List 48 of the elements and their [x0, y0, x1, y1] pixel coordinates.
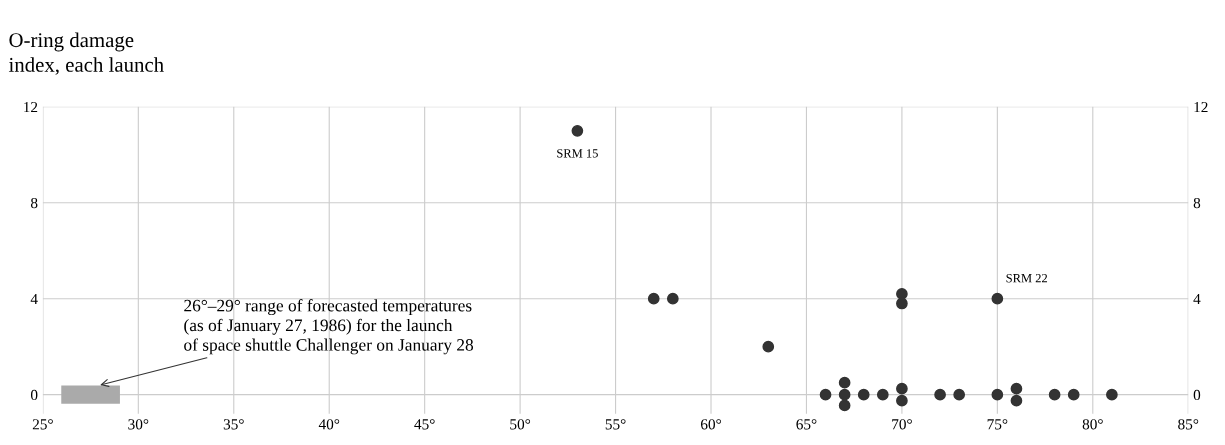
x-tick-label: 75° [987, 419, 1008, 430]
y-tick-label: 0 [30, 389, 38, 401]
point [991, 388, 1004, 401]
point [838, 376, 851, 389]
point [896, 288, 908, 300]
x-tick-label: 50° [510, 419, 531, 430]
point [1106, 388, 1118, 401]
x-tick-label: 45° [414, 419, 435, 430]
point [857, 388, 870, 401]
point [819, 388, 832, 401]
x-tick-label: 60° [700, 419, 721, 430]
y2-tick-label: 4 [1193, 293, 1201, 305]
annotation: SRM 15 [557, 149, 598, 158]
y2-tick-label: 0 [1193, 389, 1201, 401]
x-tick-label: 25° [32, 419, 53, 430]
x-tick-label: 30° [128, 419, 149, 430]
x-tick-label: 80° [1082, 419, 1103, 430]
point [896, 394, 908, 407]
x-tick-label: 40° [318, 419, 340, 430]
point [1048, 388, 1061, 401]
x-tick-label: 85° [1178, 419, 1199, 430]
point [838, 388, 851, 401]
y-tick-label: 4 [30, 293, 38, 305]
y-tick-label: 8 [30, 197, 38, 209]
point [876, 388, 889, 401]
y-tick-label: 12 [24, 101, 38, 113]
x-tick-label: 35° [223, 419, 244, 430]
point [1067, 388, 1080, 401]
point [896, 382, 908, 395]
point [838, 399, 851, 412]
point [896, 297, 908, 310]
point [571, 124, 584, 137]
point [1010, 382, 1023, 395]
point [991, 292, 1004, 305]
y2-tick-label: 8 [1193, 197, 1201, 209]
point [934, 388, 946, 401]
annotation: SRM 22 [1006, 273, 1048, 283]
point [1010, 394, 1023, 407]
point [953, 388, 966, 401]
point [666, 292, 679, 305]
x-tick-label: 65° [796, 419, 817, 430]
y-axis-title: O-ring damage index, each launch [8, 32, 164, 75]
y2-tick-label: 12 [1194, 101, 1208, 113]
x-tick-label: 70° [892, 419, 912, 430]
x-tick-label: 55° [605, 419, 626, 430]
point [647, 292, 660, 305]
point [762, 340, 775, 353]
annotation: 26°–29° range of forecasted temperatures (as of January 27, 1986) for the launch of space shuttle Challenger on January 28 [184, 299, 474, 355]
